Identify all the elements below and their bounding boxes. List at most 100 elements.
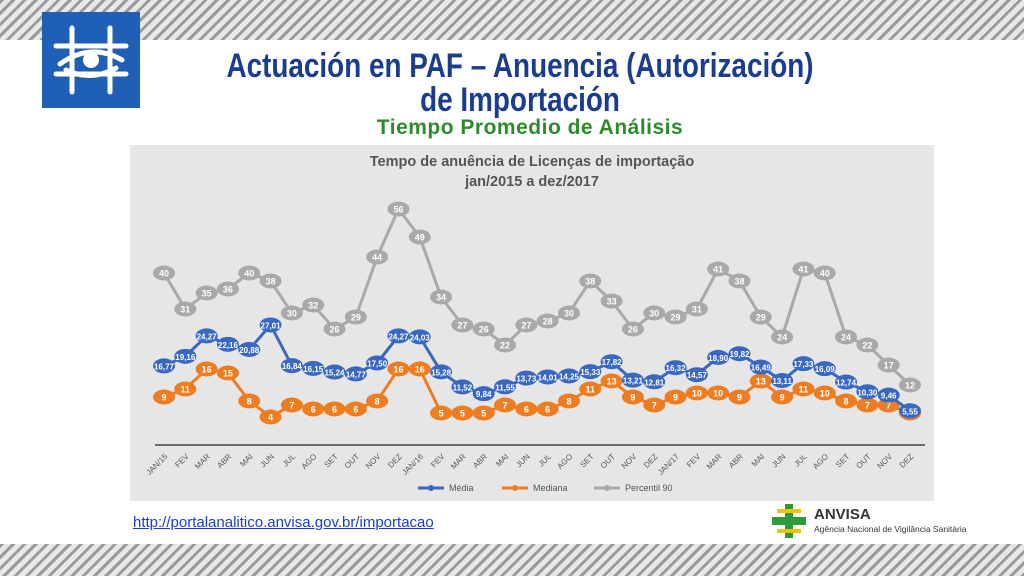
chart-panel: Tempo de anuência de Licenças de importa…	[130, 145, 934, 501]
data-label: 16,84	[282, 362, 303, 371]
data-point	[771, 329, 794, 345]
data-label: 10	[692, 389, 702, 399]
data-point	[387, 361, 410, 377]
data-label: 16,09	[815, 365, 836, 374]
data-label: 9,46	[881, 392, 897, 401]
data-point	[813, 265, 836, 281]
data-point	[408, 361, 431, 377]
slide-title-line1: Actuación en PAF – Anuencia (Autorizació…	[226, 47, 814, 85]
data-label: 13,73	[516, 375, 537, 384]
data-point	[728, 346, 751, 362]
data-point	[238, 265, 261, 281]
data-point	[515, 401, 538, 417]
data-point	[664, 389, 687, 405]
data-point	[749, 309, 772, 325]
data-point	[280, 305, 303, 321]
data-point	[174, 301, 197, 317]
data-point	[323, 401, 346, 417]
slide-subtitle: Tiempo Promedio de Análisis	[376, 116, 684, 139]
data-point	[707, 349, 730, 365]
data-point	[451, 317, 474, 333]
data-label: 16,77	[154, 362, 175, 371]
data-label: 7	[652, 401, 657, 411]
data-label: 44	[372, 253, 382, 263]
data-label: 8	[247, 397, 252, 407]
data-point	[238, 341, 261, 357]
data-point	[430, 289, 453, 305]
data-point	[621, 389, 644, 405]
x-tick-label: JUL	[281, 452, 298, 469]
x-tick-label: JUN	[514, 452, 532, 470]
data-point	[366, 393, 389, 409]
data-label: 26	[330, 325, 340, 335]
anvisa-name: ANVISA	[814, 506, 871, 523]
data-point	[835, 393, 858, 409]
data-point	[238, 393, 261, 409]
line-chart: Tempo de anuência de Licenças de importa…	[144, 154, 925, 493]
data-point	[835, 374, 858, 390]
data-point	[579, 364, 602, 380]
data-label: 14,01	[538, 373, 559, 382]
legend-label: Percentil 90	[625, 483, 673, 493]
data-label: 15,33	[580, 368, 601, 377]
data-label: 17,33	[793, 360, 814, 369]
anvisa-footer-logo: ANVISA Agência Nacional de Vigilância Sa…	[770, 502, 970, 538]
data-point	[216, 336, 239, 352]
data-point	[430, 405, 453, 421]
x-tick-label: AGO	[555, 452, 574, 471]
data-point	[494, 379, 517, 395]
x-tick-label: ABR	[727, 452, 745, 470]
data-point	[685, 367, 708, 383]
data-point	[813, 385, 836, 401]
data-label: 16,15	[303, 365, 324, 374]
data-label: 29	[351, 313, 361, 323]
data-point	[899, 403, 921, 419]
data-point	[494, 397, 517, 413]
source-link[interactable]: http://portalanalitico.anvisa.gov.br/imp…	[133, 514, 434, 531]
data-label: 41	[713, 265, 723, 275]
data-point	[430, 364, 453, 380]
data-point	[557, 393, 580, 409]
data-label: 29	[756, 313, 766, 323]
data-point	[302, 297, 325, 313]
data-label: 6	[353, 405, 358, 415]
legend-marker	[512, 485, 518, 491]
data-point	[685, 301, 708, 317]
data-point	[707, 261, 730, 277]
data-label: 9	[780, 393, 785, 403]
chart-subtitle: jan/2015 a dez/2017	[464, 174, 599, 190]
data-point	[557, 305, 580, 321]
data-label: 16	[393, 365, 403, 375]
data-point	[813, 361, 836, 377]
data-point	[259, 317, 282, 333]
x-tick-label: JUN	[259, 452, 277, 470]
x-tick-label: OUT	[343, 452, 361, 470]
x-tick-label: SET	[323, 452, 340, 469]
data-point	[451, 405, 474, 421]
data-label: 5	[481, 409, 486, 419]
data-point	[643, 397, 666, 413]
x-tick-label: MAR	[193, 452, 212, 471]
data-label: 6	[545, 405, 550, 415]
agency-logo-icon	[53, 25, 129, 95]
data-label: 9	[161, 393, 166, 403]
data-point	[621, 372, 644, 388]
bottom-decorative-stripe	[0, 544, 1024, 576]
data-label: 14,77	[346, 370, 367, 379]
chart-title: Tempo de anuência de Licenças de importa…	[370, 154, 695, 170]
legend-marker	[428, 485, 434, 491]
data-label: 35	[202, 289, 212, 299]
data-label: 13,21	[623, 377, 644, 386]
data-label: 27	[521, 321, 531, 331]
data-label: 38	[585, 277, 595, 287]
data-label: 33	[607, 297, 617, 307]
data-point	[664, 360, 687, 376]
data-label: 12,81	[644, 378, 665, 387]
data-label: 24,27	[388, 332, 409, 341]
data-point	[366, 355, 389, 371]
data-point	[280, 397, 303, 413]
legend-label: Mediana	[533, 483, 568, 493]
data-label: 29	[671, 313, 681, 323]
data-label: 38	[734, 277, 744, 287]
data-label: 5	[460, 409, 465, 419]
